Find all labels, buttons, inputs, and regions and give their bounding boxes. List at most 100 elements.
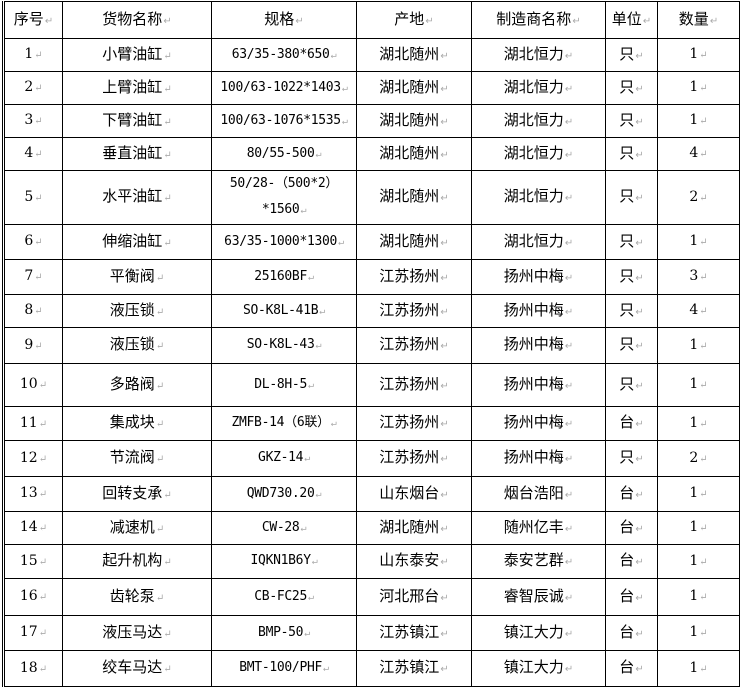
cell-goods-name: 下臂油缸 [62, 104, 212, 138]
table-row: 9液压锁SO-K8L-43江苏扬州扬州中梅只1 [3, 327, 740, 364]
cell-origin: 江苏扬州 [356, 363, 472, 407]
cell-goods-name: 集成块 [62, 406, 212, 441]
header-unit: 单位 [605, 1, 658, 39]
cell-spec: QWD730.20 [211, 476, 357, 512]
cell-quantity: 1 [657, 511, 740, 545]
cell-unit: 只 [605, 38, 658, 72]
cell-goods-name: 上臂油缸 [62, 71, 212, 105]
table-row: 4垂直油缸80/55-500湖北随州湖北恒力只4 [3, 137, 740, 171]
table-row: 8液压锁SO-K8L-41B江苏扬州扬州中梅只4 [3, 294, 740, 328]
cell-manufacturer: 镇江大力 [471, 650, 606, 687]
cell-manufacturer: 湖北恒力 [471, 137, 606, 171]
cell-manufacturer: 湖北恒力 [471, 71, 606, 105]
cell-index: 2 [3, 71, 63, 105]
cell-manufacturer: 睿智辰诚 [471, 578, 606, 616]
cell-unit: 台 [605, 406, 658, 441]
table-row: 6伸缩油缸63/35-1000*1300湖北随州湖北恒力只1 [3, 224, 740, 260]
table-body: 1小臂油缸63/35-380*650湖北随州湖北恒力只12上臂油缸100/63-… [3, 38, 740, 687]
cell-quantity: 1 [657, 476, 740, 512]
cell-spec: BMT-100/PHF [211, 650, 357, 687]
cell-spec: SO-K8L-41B [211, 294, 357, 328]
cell-origin: 江苏扬州 [356, 440, 472, 477]
cell-index: 16 [3, 578, 63, 616]
table-row: 5水平油缸50/28-（500*2）*1560湖北随州湖北恒力只2 [3, 170, 740, 225]
cell-spec: 63/35-1000*1300 [211, 224, 357, 260]
cell-goods-name: 绞车马达 [62, 650, 212, 687]
cell-quantity: 1 [657, 327, 740, 364]
cell-index: 4 [3, 137, 63, 171]
cell-index: 9 [3, 327, 63, 364]
table-row: 3下臂油缸100/63-1076*1535湖北随州湖北恒力只1 [3, 104, 740, 138]
cell-origin: 湖北随州 [356, 137, 472, 171]
header-quantity: 数量 [657, 1, 740, 39]
table-row: 2上臂油缸100/63-1022*1403湖北随州湖北恒力只1 [3, 71, 740, 105]
cell-quantity: 4 [657, 137, 740, 171]
cell-quantity: 3 [657, 259, 740, 295]
cell-unit: 只 [605, 259, 658, 295]
cell-unit: 台 [605, 650, 658, 687]
cell-manufacturer: 镇江大力 [471, 615, 606, 651]
cell-origin: 湖北随州 [356, 38, 472, 72]
cell-origin: 山东泰安 [356, 544, 472, 579]
table-row: 14减速机CW-28湖北随州随州亿丰台1 [3, 511, 740, 545]
cell-quantity: 1 [657, 71, 740, 105]
cell-manufacturer: 湖北恒力 [471, 104, 606, 138]
cell-origin: 江苏镇江 [356, 615, 472, 651]
cell-index: 6 [3, 224, 63, 260]
cell-goods-name: 液压马达 [62, 615, 212, 651]
cell-goods-name: 节流阀 [62, 440, 212, 477]
cell-manufacturer: 扬州中梅 [471, 440, 606, 477]
table-row: 16齿轮泵CB-FC25河北邢台睿智辰诚台1 [3, 578, 740, 616]
cell-unit: 只 [605, 104, 658, 138]
cell-manufacturer: 扬州中梅 [471, 294, 606, 328]
table-row: 11集成块ZMFB-14（6联）江苏扬州扬州中梅台1 [3, 406, 740, 441]
cell-origin: 湖北随州 [356, 71, 472, 105]
cell-goods-name: 液压锁 [62, 294, 212, 328]
cell-spec: IQKN1B6Y [211, 544, 357, 579]
cell-origin: 湖北随州 [356, 224, 472, 260]
cell-index: 13 [3, 476, 63, 512]
cell-index: 1 [3, 38, 63, 72]
cell-spec: GKZ-14 [211, 440, 357, 477]
cell-index: 17 [3, 615, 63, 651]
cell-goods-name: 伸缩油缸 [62, 224, 212, 260]
cell-index: 18 [3, 650, 63, 687]
header-index: 序号 [3, 1, 63, 39]
cell-origin: 湖北随州 [356, 170, 472, 225]
cell-index: 15 [3, 544, 63, 579]
cell-quantity: 1 [657, 363, 740, 407]
header-manufacturer: 制造商名称 [471, 1, 606, 39]
header-goods-name: 货物名称 [62, 1, 212, 39]
cell-unit: 只 [605, 170, 658, 225]
cell-origin: 江苏镇江 [356, 650, 472, 687]
cell-spec: 80/55-500 [211, 137, 357, 171]
cell-origin: 江苏扬州 [356, 259, 472, 295]
table-row: 13回转支承QWD730.20山东烟台烟台浩阳台1 [3, 476, 740, 512]
table-row: 15起升机构IQKN1B6Y山东泰安泰安艺群台1 [3, 544, 740, 579]
cell-goods-name: 齿轮泵 [62, 578, 212, 616]
cell-unit: 只 [605, 224, 658, 260]
cell-quantity: 1 [657, 406, 740, 441]
cell-goods-name: 起升机构 [62, 544, 212, 579]
header-origin: 产地 [356, 1, 472, 39]
header-row: 序号 货物名称 规格 产地 制造商名称 单位 数量 [3, 1, 740, 39]
cell-unit: 台 [605, 544, 658, 579]
cell-spec: 50/28-（500*2）*1560 [211, 170, 357, 225]
cell-index: 7 [3, 259, 63, 295]
cell-origin: 江苏扬州 [356, 294, 472, 328]
cell-spec: ZMFB-14（6联） [211, 406, 357, 441]
table-row: 10多路阀DL-8H-5江苏扬州扬州中梅只1 [3, 363, 740, 407]
cell-origin: 江苏扬州 [356, 327, 472, 364]
cell-spec: DL-8H-5 [211, 363, 357, 407]
cell-spec: SO-K8L-43 [211, 327, 357, 364]
cell-manufacturer: 泰安艺群 [471, 544, 606, 579]
cell-manufacturer: 随州亿丰 [471, 511, 606, 545]
cell-quantity: 1 [657, 104, 740, 138]
table-row: 1小臂油缸63/35-380*650湖北随州湖北恒力只1 [3, 38, 740, 72]
cell-quantity: 1 [657, 544, 740, 579]
cell-goods-name: 减速机 [62, 511, 212, 545]
cell-origin: 湖北随州 [356, 104, 472, 138]
cell-unit: 只 [605, 327, 658, 364]
cell-index: 14 [3, 511, 63, 545]
